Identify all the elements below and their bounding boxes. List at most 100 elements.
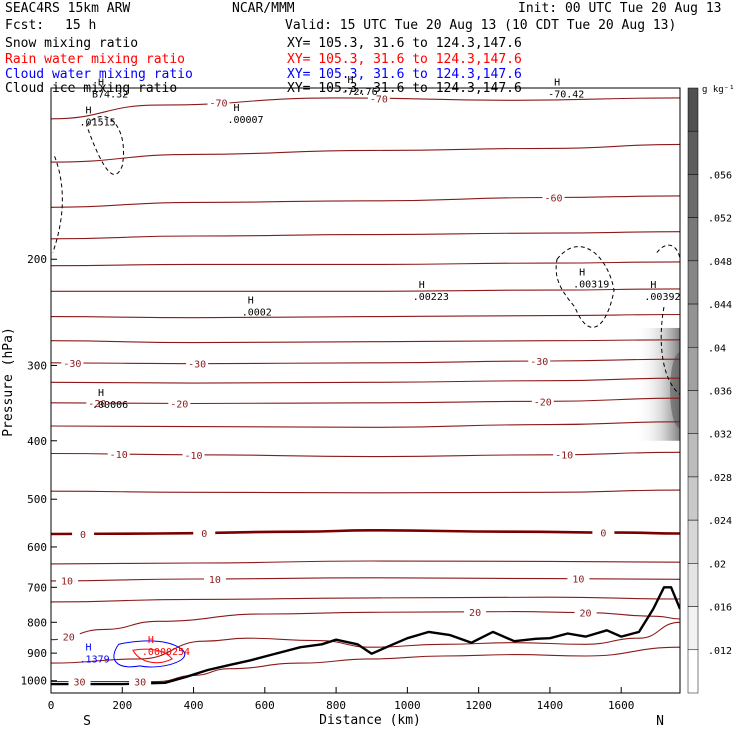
cloud-ice-max-label-h: H	[98, 77, 104, 88]
colorbar-tick-label: .056	[708, 170, 732, 181]
cloud-ice-max-label-h: H	[233, 103, 239, 114]
field-xy-snow: XY= 105.3, 31.6 to 124.3,147.6	[287, 36, 522, 51]
cloud-ice-max-label: .00319	[573, 279, 609, 290]
x-tick-label: 1400	[537, 699, 564, 712]
isotherm-0	[51, 528, 680, 536]
y-tick-label: 500	[27, 493, 47, 506]
isotherm-label-bg	[553, 448, 576, 460]
isotherm-20	[51, 611, 680, 641]
cloud-ice-max-label: B74.32	[92, 89, 128, 100]
field-label-snow: Snow mixing ratio	[5, 36, 139, 51]
field-label-rain: Rain water mixing ratio	[5, 52, 186, 67]
colorbar-tick-label: .036	[708, 387, 732, 398]
isotherm-label-bg	[193, 526, 216, 538]
colorbar-tick-label: .016	[708, 603, 732, 614]
cloud-ice-max-label-h: H	[347, 75, 353, 86]
isotherm--35	[51, 339, 680, 344]
isotherm--45	[51, 288, 680, 292]
colorbar-cell	[687, 130, 699, 175]
colorbar-cell	[687, 476, 699, 521]
isotherm-label-bg	[56, 574, 79, 586]
field-xy-rain: XY= 105.3, 31.6 to 124.3,147.6	[287, 52, 522, 67]
isotherm-label-bg	[367, 92, 390, 104]
cloud-water-max-label-h: H	[86, 642, 92, 653]
isotherm-label-bg	[207, 96, 230, 108]
colorbar-tick-label: .028	[708, 473, 732, 484]
isotherm-label: 20	[469, 608, 481, 619]
isotherm--30	[51, 358, 680, 365]
isotherm--20	[51, 397, 680, 405]
y-tick-label: 600	[27, 541, 47, 554]
colorbar-cell	[687, 649, 699, 694]
y-axis-label: Pressure (hPa)	[1, 327, 16, 437]
isotherm--10	[51, 451, 680, 458]
x-axis-label: Distance (km)	[319, 713, 421, 728]
cloud-ice-contour	[555, 246, 615, 328]
y-tick-label: 900	[27, 647, 47, 660]
isotherm-label-bg	[57, 630, 80, 642]
y-tick-label: 400	[27, 435, 47, 448]
isotherm-label-bg	[182, 448, 205, 460]
colorbar-unit: g kg⁻¹	[702, 85, 735, 95]
rain-water-max-label: .0000254	[142, 647, 190, 658]
rain-water-max-label-h: H	[148, 635, 154, 646]
cloud-ice-max-label: -72.76	[341, 87, 377, 98]
isotherm--65	[51, 143, 680, 163]
cloud-ice-contour	[52, 156, 63, 253]
colorbar-cell	[687, 303, 699, 348]
isotherm-label: -30	[63, 359, 81, 370]
isotherm--60	[51, 195, 680, 208]
isotherm-label: 10	[61, 577, 73, 588]
endpoint-north: N	[656, 714, 664, 729]
isotherm-label: -30	[530, 357, 548, 368]
valid-time: Valid: 15 UTC Tue 20 Aug 13 (10 CDT Tue …	[285, 18, 677, 33]
colorbar-tick-label: .04	[708, 343, 726, 354]
x-tick-label: 1200	[465, 699, 492, 712]
isotherm-label-bg	[542, 191, 565, 203]
cloud-ice-max-label-h: H	[650, 280, 656, 291]
isotherm-label: -20	[534, 397, 552, 408]
colorbar: .056 .052 .048 .044 .04 .036 .032 .028 .024 .02 .0…	[687, 85, 735, 694]
isotherm--70	[51, 97, 680, 120]
cloud-ice-max-label: .01515	[80, 117, 116, 128]
init-time: Init: 00 UTC Tue 20 Aug 13	[518, 1, 722, 16]
y-tick-label: 700	[27, 581, 47, 594]
colorbar-tick-label: .032	[708, 430, 732, 441]
isotherm-label: 10	[209, 575, 221, 586]
isotherm--25	[51, 377, 680, 384]
cloud-ice-max-label: -70.42	[548, 89, 584, 100]
isotherm--15	[51, 421, 680, 428]
isotherm-label: 20	[63, 632, 75, 643]
cloud-ice-max-label: .00392	[644, 292, 680, 303]
isotherm--50	[51, 261, 680, 267]
isotherm-label-bg	[592, 526, 615, 538]
cloud-water-max-label: .1379	[80, 654, 110, 665]
isotherm-label-bg	[168, 397, 191, 409]
colorbar-tick-label: .052	[708, 214, 732, 225]
x-tick-label: 200	[112, 699, 132, 712]
center-label: NCAR/MMM	[232, 1, 295, 16]
isotherm--40	[51, 313, 680, 319]
isotherm-label: -30	[188, 360, 206, 371]
cloud-ice-max-label-h: H	[86, 105, 92, 116]
x-tick-label: 800	[326, 699, 346, 712]
isotherm--5	[51, 489, 680, 494]
endpoint-south: S	[83, 714, 91, 729]
cloud-ice-max-label: .0002	[242, 307, 272, 318]
isotherm-label-bg	[203, 572, 226, 584]
y-tick-label: 800	[27, 616, 47, 629]
isotherm-label: 30	[134, 678, 146, 689]
x-tick-label: 0	[48, 699, 55, 712]
isotherm-label: 20	[580, 609, 592, 620]
isotherm-15	[51, 596, 680, 603]
isotherm-label: 0	[80, 530, 86, 541]
colorbar-cell	[687, 606, 699, 651]
colorbar-cell	[687, 519, 699, 564]
colorbar-cell	[687, 174, 699, 218]
y-tick-label: 200	[27, 253, 47, 266]
isotherm-label: 30	[73, 678, 85, 689]
isotherm-label-bg	[61, 356, 84, 368]
isotherm-label: 10	[572, 575, 584, 586]
cloud-ice-max-label: .00007	[227, 115, 263, 126]
